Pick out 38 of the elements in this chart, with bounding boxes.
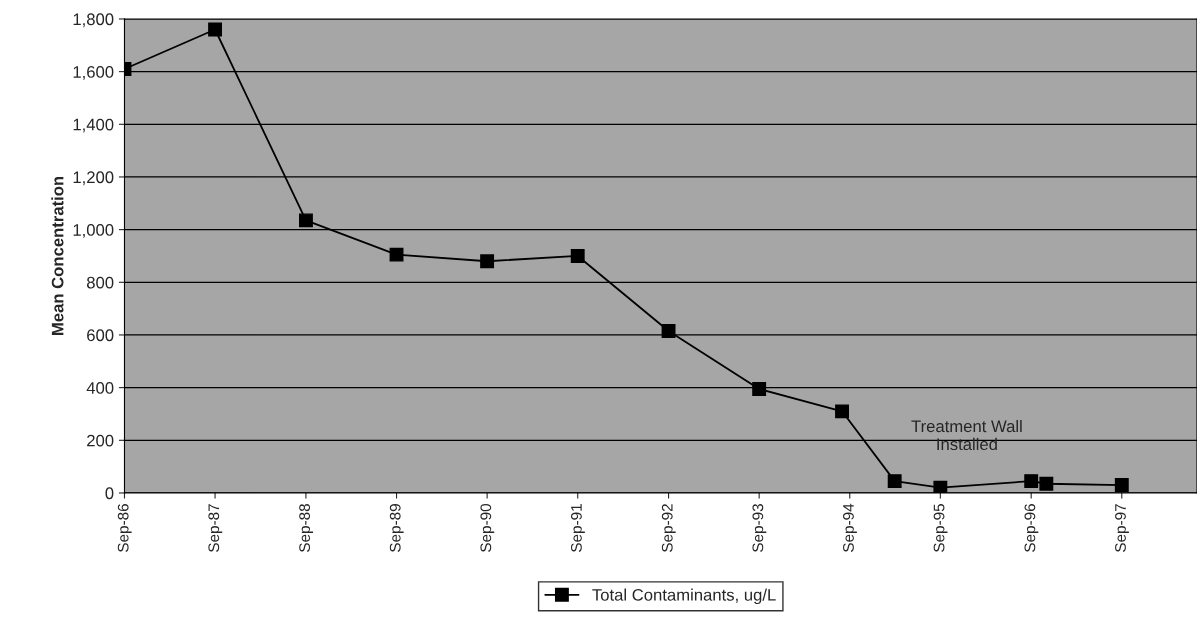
x-tick-label: Sep-94: [843, 503, 857, 552]
x-tick-label: Sep-96: [1024, 504, 1039, 552]
y-tick-label: 200: [87, 434, 114, 447]
point: [661, 324, 676, 338]
point: [389, 247, 404, 262]
y-tick-label: 1,200: [73, 171, 114, 186]
x-tick-label: Sep-88: [299, 504, 314, 552]
x-tick-label: Sep-92: [661, 504, 676, 552]
point: [298, 213, 313, 228]
point: [1024, 474, 1039, 489]
x-tick-label: Sep-90: [480, 503, 495, 552]
x-tick-label: Sep-93: [752, 504, 767, 552]
point: [570, 249, 585, 263]
y-tick-label: 600: [87, 329, 114, 342]
y-tick-label: 800: [86, 276, 114, 289]
y-axis-title: Mean Concentration: [51, 176, 64, 335]
annotation: Treatment Wall Installed: [911, 419, 1022, 451]
point: [480, 254, 495, 269]
y-tick-label: 0: [105, 487, 114, 500]
x-tick-label: Sep-87: [208, 504, 223, 552]
y-tick-label: 1,600: [73, 66, 114, 80]
y-tick-label: 1,000: [73, 224, 114, 238]
x-tick-label: Sep-95: [933, 504, 948, 552]
x-tick-label: Sep-91: [571, 504, 585, 552]
x-tick-label: Sep-89: [389, 504, 404, 552]
point: [933, 480, 948, 493]
y-tick-label: 400: [86, 382, 114, 394]
x-tick-label: Sep-86: [117, 504, 132, 552]
point: [752, 381, 767, 396]
point: [208, 22, 223, 37]
point: [887, 474, 902, 489]
y-tick-label: 1,800: [73, 13, 114, 28]
point: [1039, 476, 1054, 491]
point: [1114, 478, 1129, 493]
y-tick-label: 1,400: [73, 118, 114, 133]
legend-label: Total Contaminants, ug/L: [592, 588, 776, 605]
point: [835, 404, 850, 419]
x-tick-label: Sep-97: [1115, 504, 1129, 552]
